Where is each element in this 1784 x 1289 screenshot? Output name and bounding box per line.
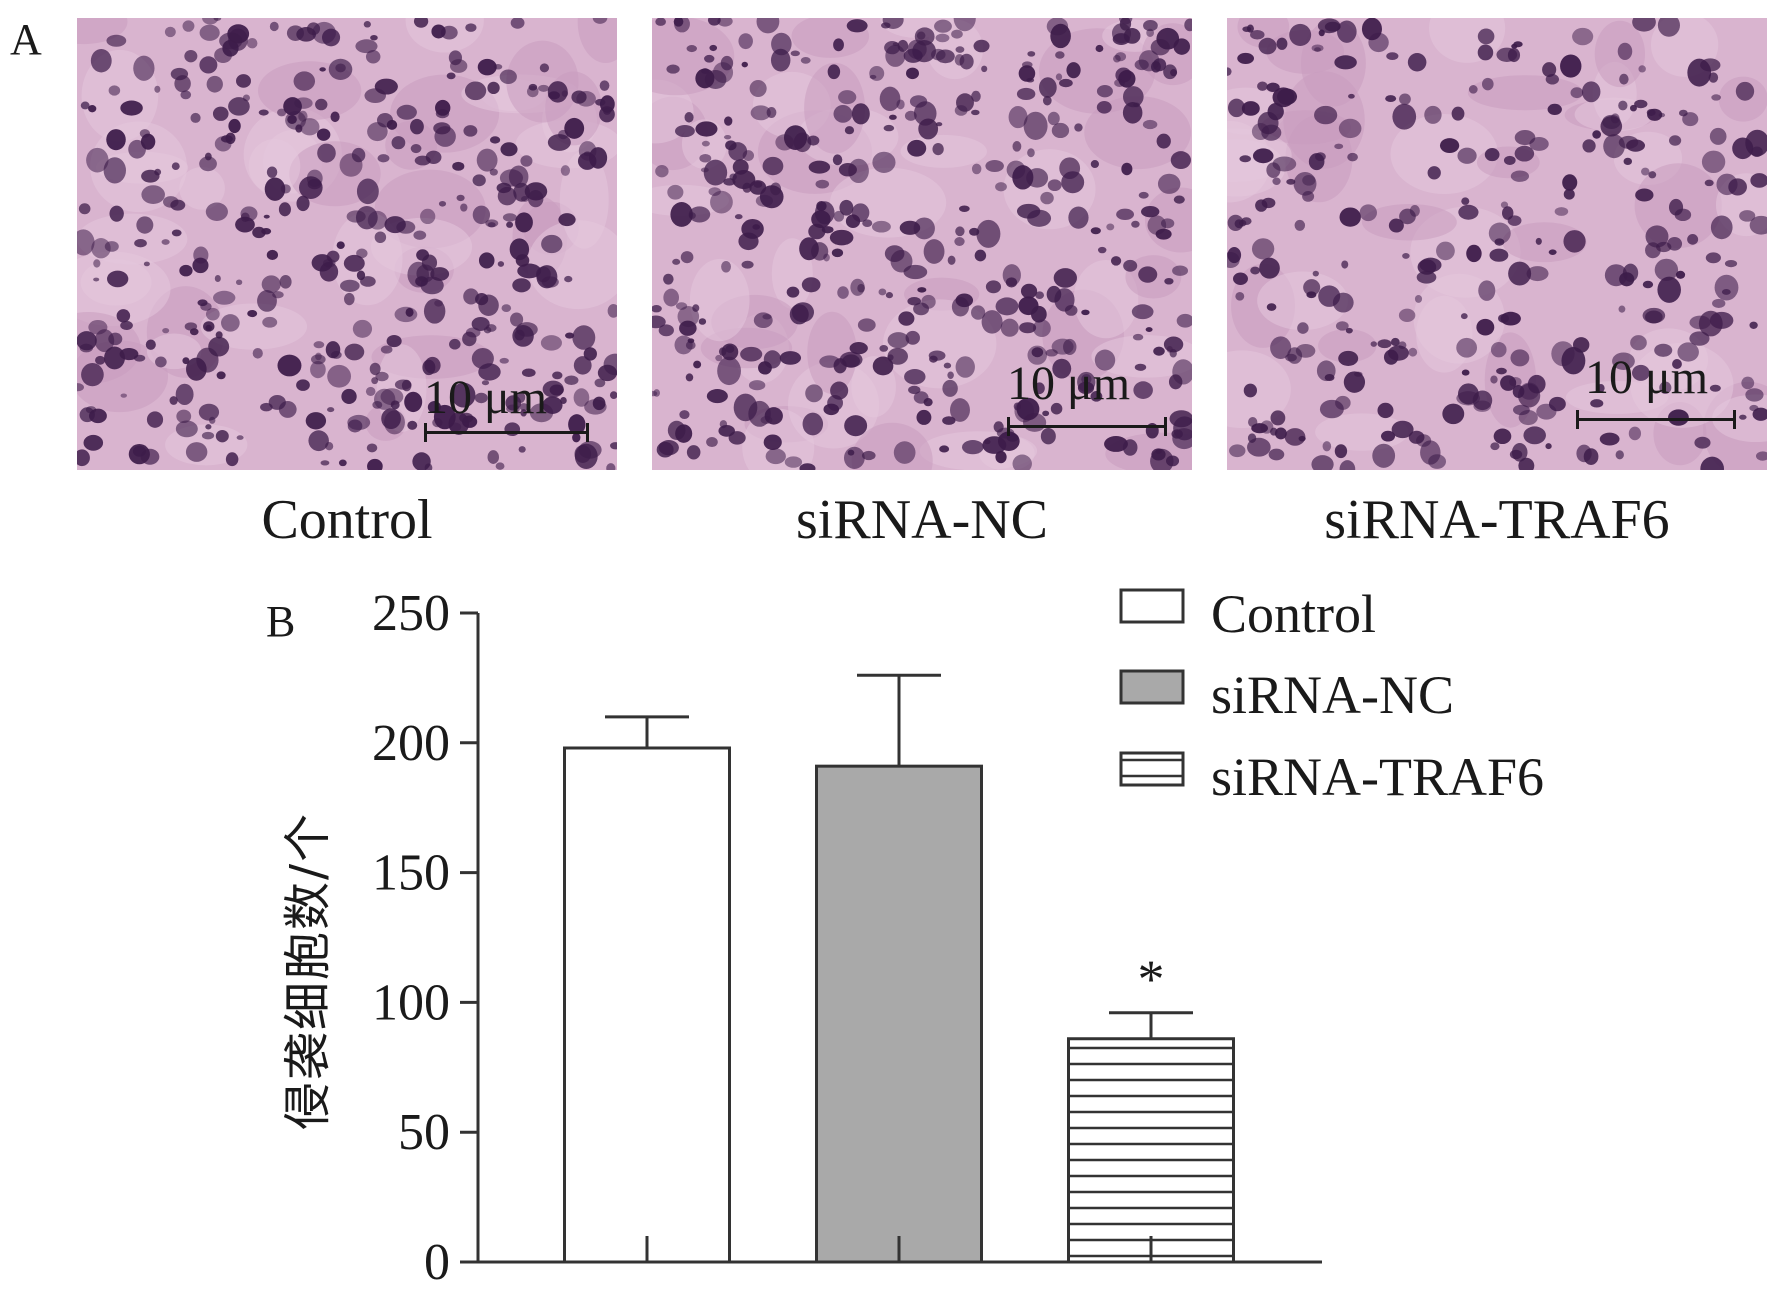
bar-sirna-traf6	[1067, 1037, 1235, 1264]
scale-bar	[424, 423, 589, 442]
micrograph-sirna-traf6: 10 μm	[1227, 18, 1767, 470]
panel-b-letter: B	[266, 597, 296, 646]
micrograph-sirna-traf6-image	[1227, 18, 1767, 470]
scale-bar	[1007, 417, 1167, 436]
legend-swatch	[1119, 669, 1185, 705]
invasion-bar-chart: 0 50 100 150 200 250 * Control siRNA-NC siRNA-TRA…	[372, 584, 1544, 1289]
y-tick-label: 50	[398, 1104, 450, 1161]
micrograph-control-image	[77, 18, 617, 470]
legend-swatch	[1119, 588, 1185, 624]
micrograph-sirna-nc: 10 μm	[652, 18, 1192, 470]
scale-bar	[1576, 410, 1736, 429]
caption-control: Control	[261, 489, 433, 551]
scale-bar-label: 10 μm	[1007, 357, 1131, 410]
significance-marker: *	[1138, 949, 1165, 1009]
legend-swatch	[1119, 751, 1185, 787]
y-tick-label: 200	[372, 715, 450, 772]
y-tick-label: 100	[372, 974, 450, 1031]
caption-sirna-nc: siRNA-NC	[795, 489, 1049, 551]
y-tick-label: 0	[424, 1234, 450, 1289]
micrograph-control: 10 μm	[77, 18, 617, 470]
bar-sirna-nc	[815, 764, 983, 1264]
legend-label: siRNA-NC	[1211, 665, 1454, 725]
scale-bar-label: 10 μm	[424, 371, 548, 424]
legend-label: siRNA-TRAF6	[1211, 747, 1544, 807]
panel-a-letter: A	[10, 15, 42, 64]
scale-bar-label: 10 μm	[1585, 351, 1709, 404]
y-tick-label: 250	[372, 585, 450, 642]
y-tick-label: 150	[372, 845, 450, 902]
legend-label: Control	[1211, 584, 1376, 644]
bar-control	[563, 746, 731, 1264]
micrograph-sirna-nc-image	[652, 18, 1192, 470]
caption-sirna-traf6: siRNA-TRAF6	[1324, 489, 1670, 551]
